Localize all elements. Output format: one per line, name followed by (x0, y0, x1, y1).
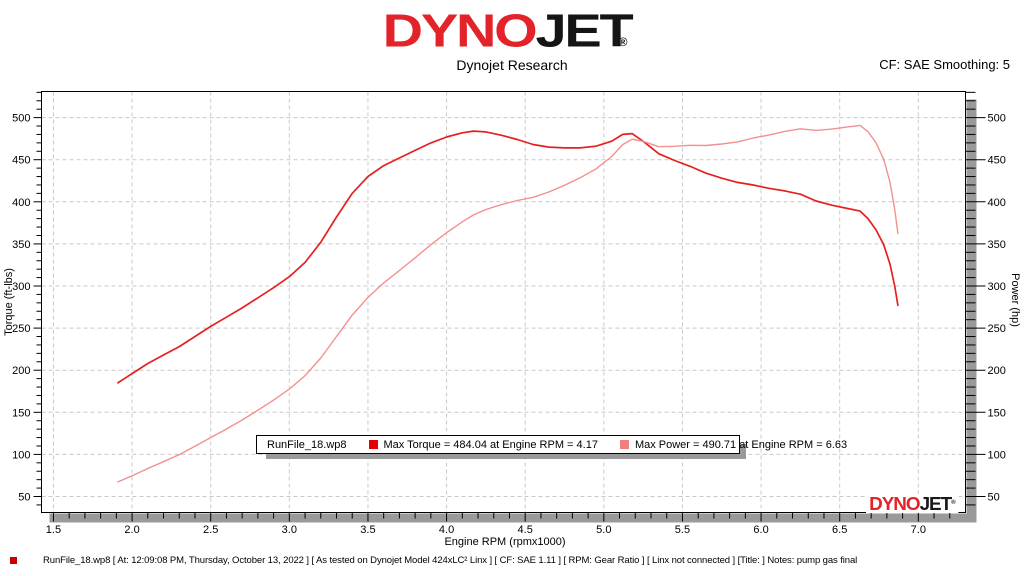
power-tick-label: 350 (988, 239, 1006, 251)
x-tick-label: 3.5 (360, 524, 375, 536)
x-axis-title: Engine RPM (rpmx1000) (444, 536, 565, 548)
plot-shadow-bottom (49, 513, 974, 523)
power-series-swatch-icon (619, 440, 629, 449)
run-info-text: RunFile_18.wp8 [ At: 12:09:08 PM, Thursd… (43, 555, 858, 566)
torque-tick-label: 50 (18, 492, 30, 504)
power-tick-label: 300 (988, 281, 1006, 293)
run-color-marker-icon (10, 557, 17, 564)
watermark-jet-part: JET (919, 494, 953, 514)
dynojet-logo-text: DYNOJET (383, 4, 634, 57)
torque-tick-label: 350 (12, 239, 30, 251)
left-y-axis-title: Torque (ft-lbs) (3, 268, 15, 336)
legend-file-label: RunFile_18.wp8 (267, 438, 347, 451)
x-tick-label: 4.0 (439, 524, 454, 536)
plot-border (41, 91, 966, 513)
status-bar: RunFile_18.wp8 [ At: 12:09:08 PM, Thursd… (0, 552, 1024, 574)
torque-ft-lbs-curve (117, 130, 899, 384)
dynojet-logo: DYNOJET® (0, 2, 1024, 60)
power-tick-label: 400 (988, 197, 1006, 209)
axis-tick-labels: 1.5 2.0 2.5 3.0 3.5 4.0 4.5 5.0 5.5 6.0 6.5 7.0 50 50… (12, 113, 1006, 536)
torque-tick-label: 250 (12, 323, 30, 335)
power-tick-label: 100 (988, 449, 1006, 461)
x-tick-label: 4.5 (518, 524, 533, 536)
torque-tick-label: 100 (12, 449, 30, 461)
axis-ticks (33, 91, 986, 522)
logo-dyno-part: DYNO (383, 5, 538, 57)
power-tick-label: 200 (988, 365, 1006, 377)
chart-legend: RunFile_18.wp8 Max Torque = 484.04 at En… (256, 435, 847, 454)
torque-tick-label: 150 (12, 407, 30, 419)
x-tick-label: 1.5 (46, 524, 61, 536)
power-tick-label: 150 (988, 407, 1006, 419)
x-tick-label: 6.0 (753, 524, 768, 536)
power-tick-label: 50 (988, 492, 1000, 504)
torque-tick-label: 200 (12, 365, 30, 377)
x-tick-label: 3.0 (282, 524, 297, 536)
power-tick-label: 500 (988, 113, 1006, 125)
legend-max-torque-label: Max Torque = 484.04 at Engine RPM = 4.17 (383, 438, 598, 451)
power-hp-curve (117, 124, 899, 483)
registered-trademark-icon: ® (618, 35, 628, 49)
watermark-registered-icon: ® (951, 500, 956, 506)
power-tick-label: 450 (988, 155, 1006, 167)
x-tick-label: 5.0 (596, 524, 611, 536)
correction-factor-label: CF: SAE Smoothing: 5 (879, 57, 1010, 72)
logo-jet-part: JET (535, 5, 634, 57)
torque-tick-label: 500 (12, 113, 30, 125)
power-tick-label: 250 (988, 323, 1006, 335)
x-tick-label: 2.5 (203, 524, 218, 536)
torque-tick-label: 300 (12, 281, 30, 293)
legend-max-power-label: Max Power = 490.71 at Engine RPM = 6.63 (634, 438, 848, 451)
x-tick-label: 2.0 (124, 524, 139, 536)
x-tick-label: 5.5 (675, 524, 690, 536)
watermark-dyno-part: DYNO (869, 494, 920, 514)
x-tick-label: 7.0 (911, 524, 926, 536)
x-tick-label: 6.5 (832, 524, 847, 536)
torque-series-swatch-icon (368, 440, 378, 449)
right-y-axis-title: Power (hp) (1009, 273, 1021, 327)
torque-tick-label: 450 (12, 155, 30, 167)
company-subtitle: Dynojet Research (456, 57, 568, 73)
dynojet-watermark: DYNOJET® (866, 494, 959, 514)
torque-tick-label: 400 (12, 197, 30, 209)
